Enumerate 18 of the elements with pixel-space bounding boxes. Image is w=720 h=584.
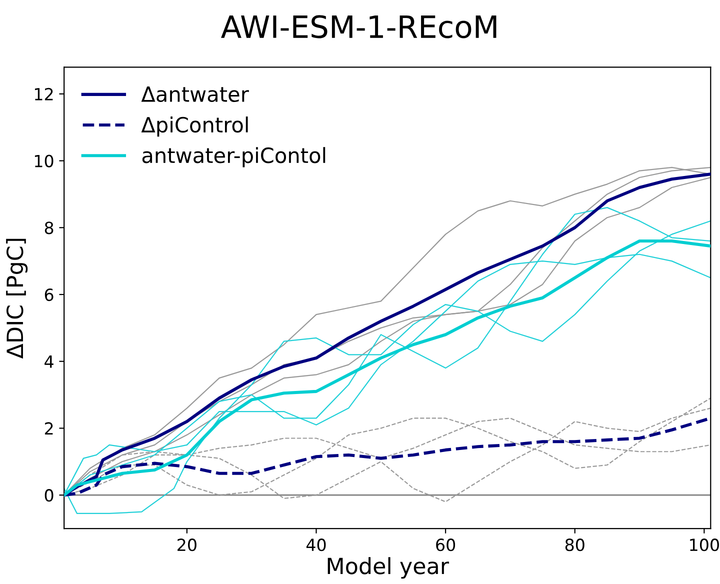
legend-label: ΔpiControl [141,116,248,137]
legend-label: Δantwater [141,86,249,102]
y-tick-label: 8 [44,222,54,234]
y-tick-label: 12 [34,88,53,100]
y-tick-label: 6 [44,288,54,302]
x-tick-label: 20 [178,538,196,552]
x-tick-label: 40 [306,538,326,552]
legend-label: antwater-piContol [142,147,326,168]
y-tick-label: 10 [34,154,54,168]
y-tick-label: 4 [44,356,54,368]
chart-title: AWI-ESM-1-REcoM [221,15,496,38]
y-axis-title: ΔDIC [PgC] [6,238,28,359]
x-tick-label: 80 [565,538,584,552]
x-axis-title: Model year [328,557,450,579]
x-tick-label: 100 [690,538,719,552]
y-tick-label: 2 [44,422,53,435]
y-tick-label: 0 [44,489,54,502]
x-tick-label: 60 [436,538,456,552]
